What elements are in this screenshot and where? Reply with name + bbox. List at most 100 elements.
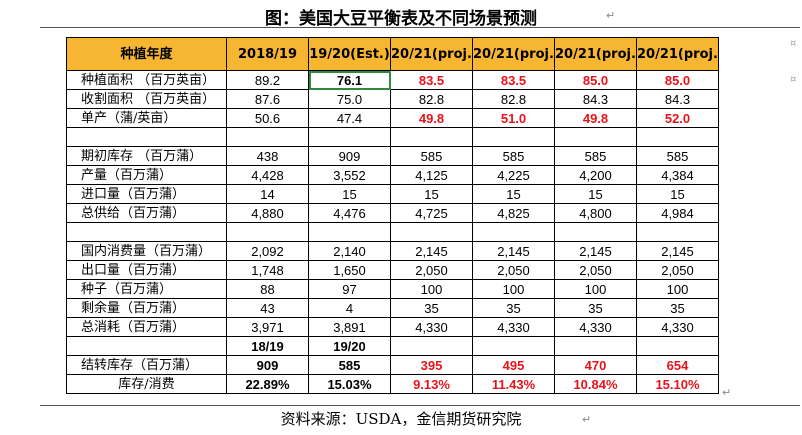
empty-cell[interactable] bbox=[66, 222, 227, 242]
table-cell[interactable]: 87.6 bbox=[226, 89, 309, 109]
table-cell[interactable]: 35 bbox=[472, 298, 555, 318]
table-cell[interactable]: 4,476 bbox=[308, 203, 391, 223]
table-cell[interactable]: 43 bbox=[226, 298, 309, 318]
table-cell[interactable]: 4,800 bbox=[554, 203, 637, 223]
empty-cell[interactable] bbox=[554, 222, 637, 242]
table-cell[interactable]: 2,145 bbox=[390, 241, 473, 261]
table-cell[interactable]: 15.03% bbox=[308, 374, 391, 394]
table-cell[interactable]: 2,050 bbox=[472, 260, 555, 280]
empty-cell[interactable] bbox=[66, 336, 227, 356]
table-cell[interactable]: 50.6 bbox=[226, 108, 309, 128]
table-cell[interactable]: 2,050 bbox=[636, 260, 719, 280]
table-cell[interactable]: 35 bbox=[554, 298, 637, 318]
empty-cell[interactable] bbox=[308, 222, 391, 242]
table-cell[interactable]: 585 bbox=[636, 146, 719, 166]
table-cell[interactable]: 100 bbox=[554, 279, 637, 299]
table-cell[interactable]: 75.0 bbox=[308, 89, 391, 109]
table-cell[interactable]: 2,140 bbox=[308, 241, 391, 261]
table-cell[interactable]: 15 bbox=[472, 184, 555, 204]
table-cell[interactable]: 49.8 bbox=[390, 108, 473, 128]
table-cell[interactable]: 4,330 bbox=[554, 317, 637, 337]
table-cell[interactable]: 1,650 bbox=[308, 260, 391, 280]
table-cell[interactable]: 909 bbox=[308, 146, 391, 166]
table-cell[interactable]: 3,891 bbox=[308, 317, 391, 337]
empty-cell[interactable] bbox=[66, 127, 227, 147]
empty-cell[interactable] bbox=[472, 127, 555, 147]
table-cell[interactable]: 85.0 bbox=[554, 70, 637, 90]
table-cell[interactable]: 4 bbox=[308, 298, 391, 318]
empty-cell[interactable] bbox=[554, 127, 637, 147]
empty-cell[interactable] bbox=[226, 222, 309, 242]
table-cell[interactable]: 395 bbox=[390, 355, 473, 375]
empty-cell[interactable] bbox=[308, 127, 391, 147]
table-cell[interactable]: 4,225 bbox=[472, 165, 555, 185]
table-cell[interactable]: 22.89% bbox=[226, 374, 309, 394]
subheader-cell[interactable]: 18/19 bbox=[226, 336, 309, 356]
table-cell[interactable]: 909 bbox=[226, 355, 309, 375]
table-cell[interactable]: 51.0 bbox=[472, 108, 555, 128]
table-cell[interactable]: 11.43% bbox=[472, 374, 555, 394]
table-cell[interactable]: 3,971 bbox=[226, 317, 309, 337]
table-cell[interactable]: 2,145 bbox=[554, 241, 637, 261]
empty-cell[interactable] bbox=[472, 336, 555, 356]
table-cell[interactable]: 4,330 bbox=[472, 317, 555, 337]
table-cell[interactable]: 4,384 bbox=[636, 165, 719, 185]
table-cell[interactable]: 4,330 bbox=[636, 317, 719, 337]
table-cell[interactable]: 4,125 bbox=[390, 165, 473, 185]
table-cell[interactable]: 35 bbox=[390, 298, 473, 318]
table-cell[interactable]: 100 bbox=[390, 279, 473, 299]
table-cell[interactable]: 47.4 bbox=[308, 108, 391, 128]
table-cell[interactable]: 2,050 bbox=[390, 260, 473, 280]
empty-cell[interactable] bbox=[390, 127, 473, 147]
table-cell[interactable]: 10.84% bbox=[554, 374, 637, 394]
table-cell[interactable]: 83.5 bbox=[390, 70, 473, 90]
table-cell[interactable]: 100 bbox=[636, 279, 719, 299]
table-cell[interactable]: 4,330 bbox=[390, 317, 473, 337]
table-cell[interactable]: 585 bbox=[554, 146, 637, 166]
table-cell[interactable]: 654 bbox=[636, 355, 719, 375]
empty-cell[interactable] bbox=[554, 336, 637, 356]
table-cell[interactable]: 1,748 bbox=[226, 260, 309, 280]
table-cell[interactable]: 4,200 bbox=[554, 165, 637, 185]
table-cell[interactable]: 4,725 bbox=[390, 203, 473, 223]
empty-cell[interactable] bbox=[636, 336, 719, 356]
table-cell[interactable]: 4,880 bbox=[226, 203, 309, 223]
table-cell[interactable]: 85.0 bbox=[636, 70, 719, 90]
table-cell[interactable]: 89.2 bbox=[226, 70, 309, 90]
table-cell[interactable]: 100 bbox=[472, 279, 555, 299]
table-cell[interactable]: 495 bbox=[472, 355, 555, 375]
table-cell[interactable]: 585 bbox=[472, 146, 555, 166]
table-cell[interactable]: 84.3 bbox=[636, 89, 719, 109]
table-cell[interactable]: 4,984 bbox=[636, 203, 719, 223]
empty-cell[interactable] bbox=[636, 222, 719, 242]
empty-cell[interactable] bbox=[390, 336, 473, 356]
table-cell[interactable]: 2,145 bbox=[472, 241, 555, 261]
table-cell[interactable]: 9.13% bbox=[390, 374, 473, 394]
empty-cell[interactable] bbox=[472, 222, 555, 242]
table-cell[interactable]: 14 bbox=[226, 184, 309, 204]
table-cell[interactable]: 35 bbox=[636, 298, 719, 318]
table-cell[interactable]: 585 bbox=[390, 146, 473, 166]
table-cell[interactable]: 585 bbox=[308, 355, 391, 375]
table-cell[interactable]: 82.8 bbox=[390, 89, 473, 109]
table-cell[interactable]: 84.3 bbox=[554, 89, 637, 109]
table-cell[interactable]: 470 bbox=[554, 355, 637, 375]
table-cell[interactable]: 15 bbox=[554, 184, 637, 204]
empty-cell[interactable] bbox=[226, 127, 309, 147]
selected-cell[interactable]: 76.1 bbox=[308, 70, 391, 90]
table-cell[interactable]: 88 bbox=[226, 279, 309, 299]
subheader-cell[interactable]: 19/20 bbox=[308, 336, 391, 356]
table-cell[interactable]: 15.10% bbox=[636, 374, 719, 394]
table-cell[interactable]: 2,092 bbox=[226, 241, 309, 261]
table-cell[interactable]: 4,428 bbox=[226, 165, 309, 185]
table-cell[interactable]: 49.8 bbox=[554, 108, 637, 128]
table-cell[interactable]: 438 bbox=[226, 146, 309, 166]
table-cell[interactable]: 15 bbox=[636, 184, 719, 204]
table-cell[interactable]: 2,145 bbox=[636, 241, 719, 261]
table-cell[interactable]: 15 bbox=[308, 184, 391, 204]
table-cell[interactable]: 2,050 bbox=[554, 260, 637, 280]
table-cell[interactable]: 97 bbox=[308, 279, 391, 299]
table-cell[interactable]: 15 bbox=[390, 184, 473, 204]
empty-cell[interactable] bbox=[636, 127, 719, 147]
table-cell[interactable]: 3,552 bbox=[308, 165, 391, 185]
